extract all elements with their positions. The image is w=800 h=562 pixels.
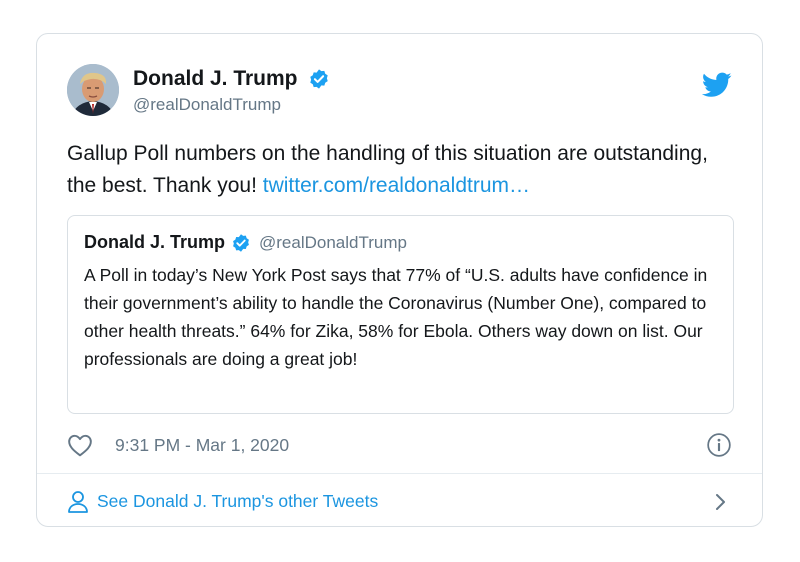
- avatar[interactable]: [67, 64, 119, 116]
- quoted-tweet-text: A Poll in today’s New York Post says tha…: [84, 265, 708, 369]
- author-block[interactable]: Donald J. Trump @realDonaldTrump: [133, 66, 330, 116]
- see-other-tweets-link[interactable]: See Donald J. Trump's other Tweets: [67, 486, 732, 516]
- tweet-link[interactable]: twitter.com/realdonaldtrum…: [262, 174, 531, 197]
- see-other-tweets-label[interactable]: See Donald J. Trump's other Tweets: [97, 491, 379, 511]
- divider: [37, 473, 762, 474]
- quoted-tweet[interactable]: Donald J. Trump @realDonaldTrump A Poll …: [67, 215, 734, 414]
- verified-badge-icon: [308, 68, 330, 90]
- tweet-text: Gallup Poll numbers on the handling of t…: [67, 138, 737, 202]
- quoted-author-handle: @realDonaldTrump: [259, 232, 407, 252]
- heart-icon[interactable]: [67, 433, 93, 457]
- person-icon: [67, 490, 89, 514]
- twitter-bird-icon[interactable]: [701, 72, 732, 98]
- tweet-card: Donald J. Trump @realDonaldTrump Gallup …: [36, 33, 763, 527]
- tweet-body-text: Gallup Poll numbers on the handling of t…: [67, 142, 708, 197]
- author-handle[interactable]: @realDonaldTrump: [133, 95, 281, 114]
- quoted-author-display-name: Donald J. Trump: [84, 232, 226, 252]
- tweet-meta: 9:31 PM - Mar 1, 2020: [67, 430, 732, 460]
- tweet-header: Donald J. Trump @realDonaldTrump: [67, 64, 732, 120]
- info-icon[interactable]: [706, 432, 732, 458]
- tweet-timestamp[interactable]: 9:31 PM - Mar 1, 2020: [115, 435, 290, 455]
- author-display-name[interactable]: Donald J. Trump: [133, 67, 298, 90]
- verified-badge-icon: [231, 233, 251, 253]
- avatar-portrait: [67, 64, 119, 116]
- chevron-right-icon[interactable]: [714, 492, 728, 512]
- quoted-tweet-header: Donald J. Trump @realDonaldTrump: [84, 232, 407, 256]
